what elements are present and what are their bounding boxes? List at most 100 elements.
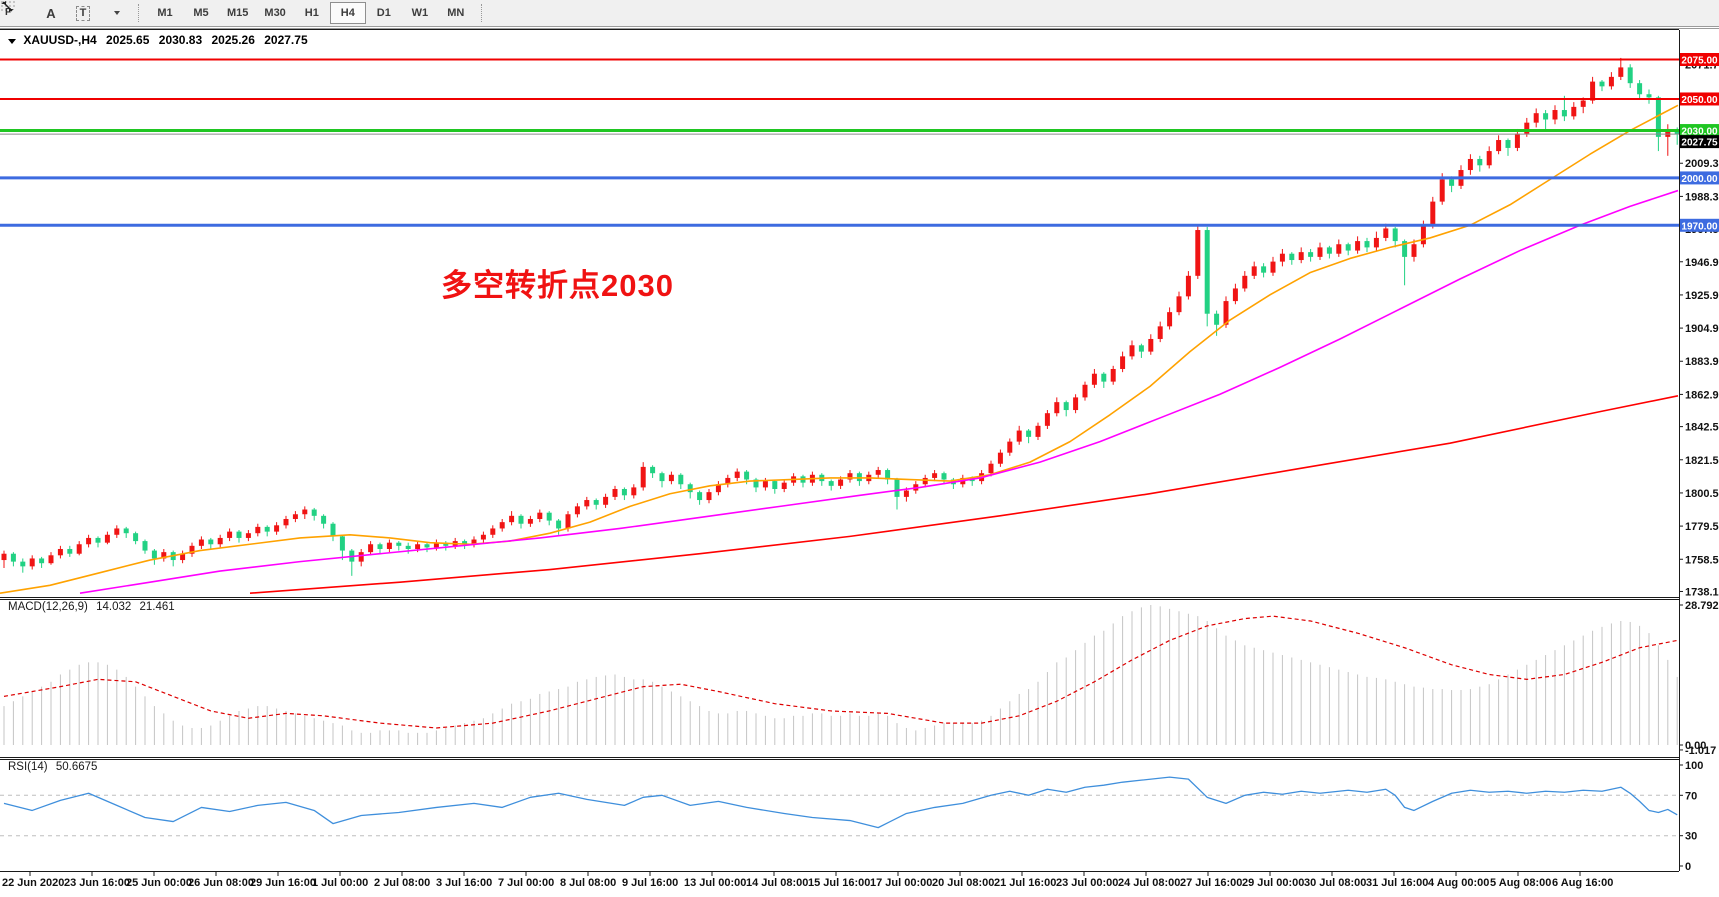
candle — [264, 525, 270, 537]
rsi-axis-label: 100 — [1685, 760, 1703, 772]
timeframe-button-h1[interactable]: H1 — [304, 7, 319, 19]
main-price-panel[interactable] — [0, 57, 1680, 594]
letter-t-icon: T — [75, 5, 91, 21]
timeframe-button-h4[interactable]: H4 — [329, 2, 366, 24]
candle — [1411, 239, 1417, 262]
ma-fast-line — [0, 104, 1679, 594]
candle — [518, 514, 524, 529]
candle — [1044, 410, 1050, 429]
svg-text:F: F — [5, 7, 11, 16]
candle — [997, 449, 1003, 467]
candle — [1289, 252, 1295, 265]
candle — [527, 515, 533, 527]
candle — [133, 531, 139, 545]
timeframe-button-mn[interactable]: MN — [447, 7, 465, 19]
candle — [1251, 261, 1257, 279]
candle — [321, 514, 327, 529]
candle — [245, 530, 251, 542]
candle — [104, 531, 110, 545]
candle — [603, 493, 609, 508]
timeframe-button-d1[interactable]: D1 — [376, 7, 391, 19]
rsi-axis-label: 70 — [1685, 790, 1697, 802]
candle — [1533, 108, 1539, 128]
candle — [471, 536, 477, 548]
time-axis-label: 23 Jul 00:00 — [1056, 877, 1118, 889]
time-axis-label: 30 Jul 08:00 — [1304, 877, 1366, 889]
time-axis-label: 2 Jul 08:00 — [374, 877, 430, 889]
candle — [480, 531, 486, 543]
time-axis-label: 5 Aug 08:00 — [1490, 877, 1551, 889]
candle — [405, 542, 411, 554]
price-axis-label: 1842.50 — [1685, 422, 1719, 434]
svg-text:2075.00: 2075.00 — [1681, 56, 1718, 67]
text-label-tool-button[interactable]: A — [35, 2, 67, 24]
candle — [1373, 231, 1379, 251]
price-axis-label: 1925.90 — [1685, 290, 1719, 302]
candle — [1655, 95, 1661, 152]
price-axis-label: 1738.10 — [1685, 586, 1719, 598]
candle — [1627, 64, 1633, 88]
candle — [1364, 237, 1370, 253]
price-axis-label: 1946.90 — [1685, 257, 1719, 269]
candle — [1232, 283, 1238, 305]
current-price-label: 2027.75 — [1680, 135, 1719, 149]
price-axis-label: 1800.50 — [1685, 488, 1719, 500]
candle — [358, 548, 364, 567]
text-box-tool-button[interactable]: T — [67, 2, 99, 24]
candle — [1026, 428, 1032, 444]
candle — [255, 523, 261, 537]
candle — [274, 522, 280, 535]
candle — [227, 528, 233, 542]
candle — [236, 530, 242, 543]
candle — [368, 541, 374, 556]
candle — [1308, 248, 1314, 262]
price-axis-label: 1821.50 — [1685, 455, 1719, 467]
low-value: 2025.26 — [211, 33, 255, 47]
price-axis-label: 1883.90 — [1685, 356, 1719, 368]
time-axis-label: 4 Aug 00:00 — [1428, 877, 1489, 889]
timeframe-button-m5[interactable]: M5 — [193, 7, 209, 19]
candle — [1298, 247, 1304, 264]
candle — [1561, 95, 1567, 122]
candle — [537, 509, 543, 523]
candle — [1138, 343, 1144, 358]
candle — [1073, 394, 1079, 414]
macd-indicator-label: MACD(12,26,9) 14.032 21.461 — [8, 601, 180, 613]
candle — [386, 539, 392, 553]
candle — [621, 487, 627, 501]
candle — [1101, 372, 1107, 388]
candle — [1355, 236, 1361, 254]
time-axis-label: 31 Jul 16:00 — [1366, 877, 1428, 889]
ma-slow-line — [249, 395, 1679, 594]
timeframe-button-m15[interactable]: M15 — [227, 7, 249, 19]
candle — [885, 468, 891, 485]
time-axis-label: 13 Jul 00:00 — [684, 877, 746, 889]
candle — [95, 536, 101, 548]
timeframe-button-w1[interactable]: W1 — [411, 7, 429, 19]
cursor-arrows-tool-button[interactable] — [1, 1, 131, 24]
open-value: 2025.65 — [106, 33, 150, 47]
symbol-name: XAUUSD-,H4 — [23, 33, 97, 47]
candle — [86, 534, 92, 548]
timeframe-button-m30[interactable]: M30 — [264, 7, 286, 19]
rsi-axis-label: 30 — [1685, 831, 1697, 843]
candle — [217, 534, 223, 548]
candle — [142, 539, 148, 554]
candle — [151, 548, 157, 565]
candle — [1129, 340, 1135, 360]
candle — [1082, 381, 1088, 401]
candle — [1167, 307, 1173, 330]
time-axis-label: 29 Jul 00:00 — [1242, 877, 1304, 889]
candle — [180, 550, 186, 564]
candle — [650, 465, 656, 478]
rsi-panel[interactable] — [0, 776, 1679, 837]
candle — [1007, 438, 1013, 456]
timeframe-button-m1[interactable]: M1 — [157, 7, 173, 19]
candle — [932, 470, 938, 482]
rsi-value: 50.6675 — [55, 761, 98, 773]
macd-panel[interactable] — [3, 604, 1678, 745]
timeframe-buttons: M1 M5 M15 M30 H1 H4 D1 W1 MN — [147, 0, 474, 26]
candle — [29, 555, 35, 570]
candle — [1496, 135, 1502, 155]
